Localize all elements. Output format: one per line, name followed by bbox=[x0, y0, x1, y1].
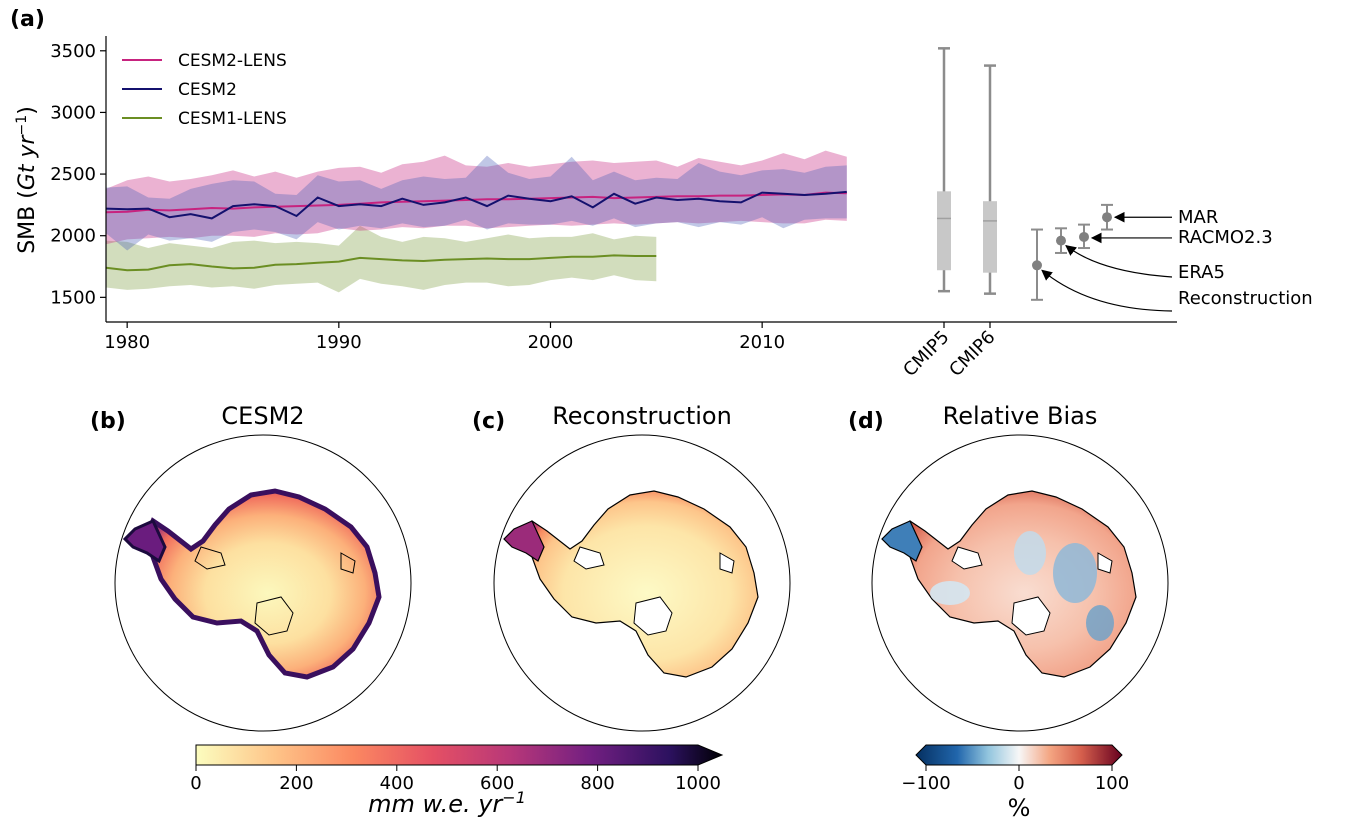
line-cesm2 bbox=[105, 190, 847, 220]
colorbar-bias-tick-label-0: −100 bbox=[901, 773, 950, 794]
ice-shelf-ronne bbox=[573, 546, 605, 570]
colorbar-smb-tick-label-800: 800 bbox=[580, 773, 614, 794]
panel-letter-c: (c) bbox=[472, 409, 505, 434]
box-cmip5 bbox=[937, 191, 951, 271]
antarctic-peninsula-bias bbox=[881, 520, 923, 562]
panel-letter-a: (a) bbox=[10, 7, 45, 32]
colorbar-smb-tick-label-600: 600 bbox=[480, 773, 514, 794]
map-title-relative-bias: Relative Bias bbox=[943, 402, 1098, 430]
annotation-label-reconstruction: Reconstruction bbox=[1178, 288, 1313, 309]
ice-shelf-outline-ross bbox=[254, 596, 294, 636]
ice-shelf-outline-ronne bbox=[194, 546, 226, 570]
y-tick-label-2000: 2000 bbox=[50, 226, 96, 247]
legend-label-cesm2-lens: CESM2-LENS bbox=[178, 51, 287, 71]
colorbar-smb-ticks: 0 200 400 600 800 1000 bbox=[190, 765, 721, 794]
chart-legend: CESM2-LENS CESM2 CESM1-LENS bbox=[122, 51, 287, 129]
colorbar-bias-ticks: −100 0 100 bbox=[901, 765, 1129, 794]
legend-label-cesm1-lens: CESM1-LENS bbox=[178, 109, 287, 129]
colorbar-smb-tick-label-200: 200 bbox=[279, 773, 313, 794]
colorbar-bias-bar bbox=[915, 744, 1123, 766]
antarctica-cesm2-field bbox=[144, 488, 382, 680]
antarctica-reconstruction-field bbox=[525, 490, 759, 678]
bias-negative-patch-east bbox=[1053, 543, 1097, 603]
ice-shelf-amery bbox=[1097, 552, 1113, 574]
line-cesm1-lens bbox=[105, 254, 657, 272]
colorbar-bias: −100 0 100 % bbox=[901, 744, 1129, 822]
tick-label-cmip6: CMIP6 bbox=[945, 327, 999, 381]
colorbar-smb-tick-label-0: 0 bbox=[190, 773, 201, 794]
annotation-label-era5: ERA5 bbox=[1178, 262, 1225, 283]
annotation-label-racmo2-3: RACMO2.3 bbox=[1178, 227, 1273, 248]
panel-letter-d: (d) bbox=[848, 409, 884, 434]
annotation-label-mar: MAR bbox=[1178, 207, 1218, 228]
ensemble-bands bbox=[106, 150, 847, 293]
map-title-reconstruction: Reconstruction bbox=[552, 402, 732, 430]
x-tick-label-1980: 1980 bbox=[104, 332, 150, 353]
ice-shelf-outline-amery bbox=[340, 552, 356, 574]
bias-negative-patch-south bbox=[1086, 605, 1114, 641]
legend-label-cesm2: CESM2 bbox=[178, 80, 237, 100]
reference-points bbox=[1031, 203, 1113, 301]
band-cesm2 bbox=[106, 155, 847, 251]
map-title-cesm2: CESM2 bbox=[221, 402, 304, 430]
point-racmo2-3 bbox=[1079, 231, 1089, 242]
ice-shelf-ross bbox=[1011, 596, 1051, 636]
point-reconstruction bbox=[1032, 260, 1042, 271]
tick-label-cmip5: CMIP5 bbox=[899, 327, 953, 381]
y-tick-label-3500: 3500 bbox=[50, 41, 96, 62]
annotation-arrow-era5 bbox=[1065, 244, 1173, 278]
map-cesm2 bbox=[114, 434, 412, 732]
y-axis-label: SMB (Gt yr−1) bbox=[14, 106, 40, 254]
ensemble-mean-lines bbox=[105, 190, 847, 272]
y-tick-label-3000: 3000 bbox=[50, 102, 96, 123]
point-era5 bbox=[1056, 235, 1066, 246]
map-reconstruction bbox=[493, 434, 791, 732]
ice-shelf-ronne bbox=[951, 546, 983, 570]
colorbar-bias-tick-label-2: 100 bbox=[1095, 773, 1129, 794]
bias-negative-patch-west bbox=[930, 581, 970, 605]
annotation-arrow-reconstruction bbox=[1041, 269, 1173, 312]
colorbar-smb-tick-label-1000: 1000 bbox=[675, 773, 721, 794]
antarctic-peninsula-cesm2 bbox=[122, 519, 167, 564]
panel-letter-b: (b) bbox=[90, 409, 126, 434]
colorbar-bias-tick-label-1: 0 bbox=[1013, 773, 1024, 794]
x-tick-label-1990: 1990 bbox=[316, 332, 362, 353]
y-tick-label-2500: 2500 bbox=[50, 164, 96, 185]
x-tick-label-2010: 2010 bbox=[739, 332, 785, 353]
map-relative-bias bbox=[871, 434, 1169, 732]
antarctica-bias-field bbox=[903, 490, 1137, 678]
box-cmip6 bbox=[983, 201, 997, 273]
colorbar-smb-bar bbox=[195, 744, 724, 766]
colorbar-bias-label: % bbox=[1008, 794, 1031, 822]
bias-negative-patch-central bbox=[1014, 531, 1046, 575]
ice-shelf-amery bbox=[719, 552, 735, 574]
colorbar-smb: 0 200 400 600 800 1000 mm w.e. yr−1 bbox=[190, 744, 724, 819]
point-mar bbox=[1102, 212, 1112, 223]
antarctic-peninsula-reconstruction bbox=[503, 520, 545, 562]
y-tick-label-1500: 1500 bbox=[50, 287, 96, 308]
colorbar-smb-tick-label-400: 400 bbox=[380, 773, 414, 794]
colorbar-smb-label: mm w.e. yr−1 bbox=[368, 788, 526, 819]
x-tick-label-2000: 2000 bbox=[528, 332, 574, 353]
chart-axes: 1500 2000 2500 3000 3500 1980 1990 2000 2010 bbox=[50, 36, 1177, 353]
band-cesm2-lens bbox=[106, 150, 847, 245]
ice-shelf-ross bbox=[633, 596, 673, 636]
